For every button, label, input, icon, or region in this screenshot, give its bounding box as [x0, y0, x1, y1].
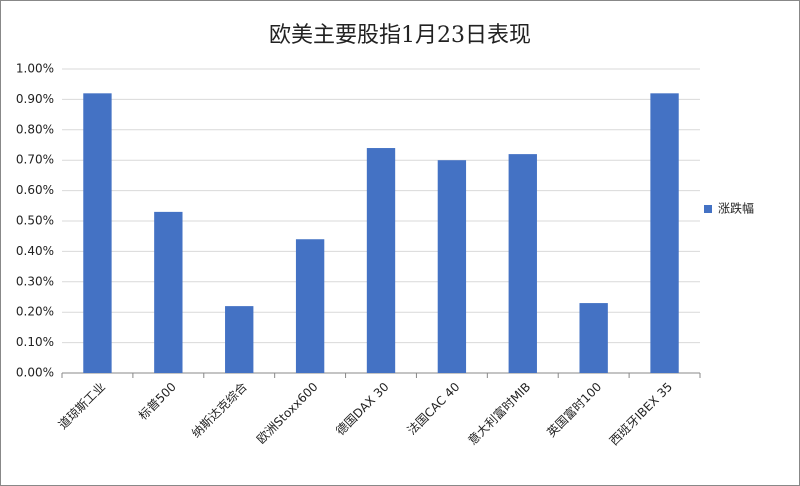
y-tick-label: 1.00% [16, 62, 54, 76]
bar [366, 148, 396, 373]
chart-title: 欧美主要股指1月23日表现 [269, 23, 531, 48]
legend-swatch [704, 205, 712, 213]
bar [579, 303, 608, 373]
y-tick-label: 0.10% [16, 335, 54, 349]
y-tick-label: 0.60% [16, 183, 54, 197]
y-tick-label: 0.50% [16, 214, 54, 228]
bar [295, 239, 325, 373]
bar [83, 93, 112, 373]
bar [437, 160, 467, 373]
bar [154, 211, 183, 373]
y-tick-label: 0.90% [16, 92, 54, 106]
bar [650, 93, 679, 373]
y-tick-label: 0.20% [16, 305, 54, 319]
y-tick-label: 0.00% [16, 366, 54, 380]
legend-label: 涨跌幅 [718, 201, 754, 216]
y-tick-label: 0.30% [16, 274, 54, 288]
bar [225, 306, 254, 373]
y-tick-label: 0.80% [16, 122, 54, 136]
y-tick-label: 0.40% [16, 244, 54, 258]
y-tick-label: 0.70% [16, 153, 54, 167]
bar [508, 154, 537, 373]
